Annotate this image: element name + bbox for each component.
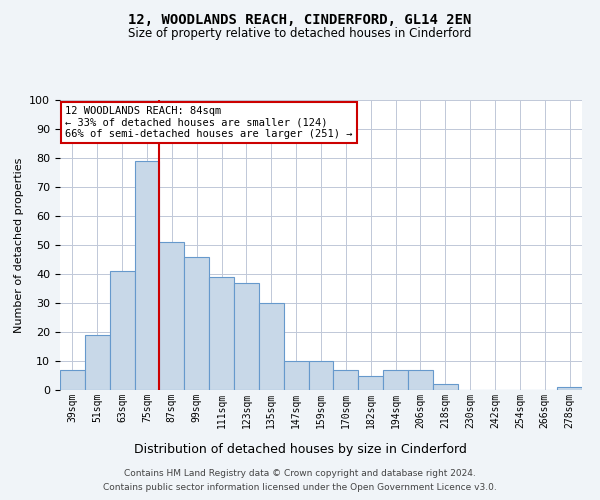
Text: Size of property relative to detached houses in Cinderford: Size of property relative to detached ho… xyxy=(128,28,472,40)
Bar xyxy=(234,282,259,390)
Bar xyxy=(209,277,234,390)
Bar xyxy=(557,387,582,390)
Text: 12, WOODLANDS REACH, CINDERFORD, GL14 2EN: 12, WOODLANDS REACH, CINDERFORD, GL14 2E… xyxy=(128,12,472,26)
Bar xyxy=(160,242,184,390)
Bar xyxy=(60,370,85,390)
Bar xyxy=(358,376,383,390)
Bar xyxy=(334,370,358,390)
Bar xyxy=(383,370,408,390)
Text: Contains HM Land Registry data © Crown copyright and database right 2024.: Contains HM Land Registry data © Crown c… xyxy=(124,468,476,477)
Bar xyxy=(259,303,284,390)
Bar xyxy=(134,161,160,390)
Bar xyxy=(85,335,110,390)
Bar xyxy=(284,361,308,390)
Y-axis label: Number of detached properties: Number of detached properties xyxy=(14,158,24,332)
Bar xyxy=(184,256,209,390)
Text: 12 WOODLANDS REACH: 84sqm
← 33% of detached houses are smaller (124)
66% of semi: 12 WOODLANDS REACH: 84sqm ← 33% of detac… xyxy=(65,106,353,139)
Bar xyxy=(433,384,458,390)
Bar xyxy=(408,370,433,390)
Bar xyxy=(308,361,334,390)
Bar xyxy=(110,271,134,390)
Text: Distribution of detached houses by size in Cinderford: Distribution of detached houses by size … xyxy=(134,442,466,456)
Text: Contains public sector information licensed under the Open Government Licence v3: Contains public sector information licen… xyxy=(103,484,497,492)
